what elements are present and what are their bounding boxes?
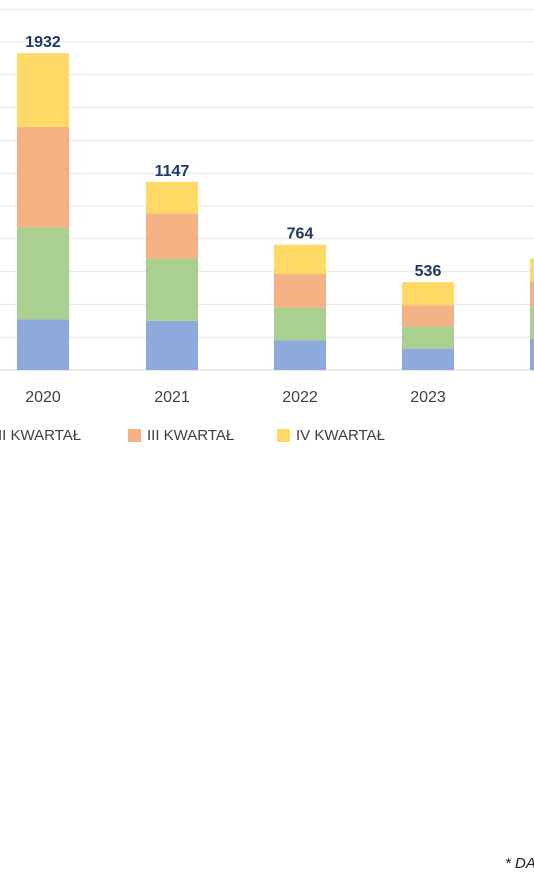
bar-segment-2022-q1 — [274, 340, 326, 370]
x-tick-label: 2023 — [410, 389, 446, 406]
legend-label-q3: III KWARTAŁ — [147, 427, 235, 444]
bar-segment-2022-q2 — [274, 307, 326, 341]
data-label-total: 1147 — [155, 163, 190, 180]
legend-swatch-q3 — [128, 429, 141, 442]
x-tick-label: 2022 — [282, 389, 318, 406]
bar-segment-2023-q3 — [402, 305, 454, 327]
footnote: * DA — [505, 855, 534, 872]
legend-swatch-q4 — [277, 429, 290, 442]
x-tick-labels: 2020 2021 2022 2023 — [25, 389, 446, 406]
bar-segment-2022-q4 — [274, 244, 326, 275]
bars — [17, 53, 534, 370]
data-labels: 1932 1147 764 536 — [25, 34, 441, 280]
bar-segment-2020-q2 — [17, 227, 69, 320]
stacked-bar-chart: 1932 1147 764 536 2020 2021 2022 2023 — [0, 8, 534, 406]
bar-segment-partial-q4 — [530, 258, 534, 282]
gridlines — [0, 8, 534, 371]
bar-segment-partial-q1 — [530, 338, 534, 370]
legend-item-q4: IV KWARTAŁ — [277, 427, 385, 444]
bar-segment-2021-q1 — [146, 320, 198, 370]
data-label-total: 1932 — [25, 34, 61, 51]
legend-label-q2: II KWARTAŁ — [0, 427, 82, 444]
bar-segment-2021-q4 — [146, 181, 198, 214]
bar-segment-2020-q1 — [17, 319, 69, 370]
legend-item-q3: III KWARTAŁ — [128, 427, 234, 444]
bar-segment-2021-q2 — [146, 258, 198, 321]
bar-segment-partial-q3 — [530, 281, 534, 308]
legend-item-q2: II KWARTAŁ — [0, 427, 81, 444]
bar-segment-2020-q4 — [17, 53, 69, 127]
bar-segment-2022-q3 — [274, 274, 326, 308]
bar-segment-2023-q1 — [402, 348, 454, 370]
legend-label-q4: IV KWARTAŁ — [296, 427, 385, 444]
data-label-total: 764 — [287, 226, 314, 243]
legend: II KWARTAŁ III KWARTAŁ IV KWARTAŁ * DA — [0, 427, 534, 872]
bar-segment-2023-q4 — [402, 282, 454, 306]
bar-segment-2020-q3 — [17, 126, 69, 228]
bar-segment-2021-q3 — [146, 213, 198, 259]
bar-segment-2023-q2 — [402, 326, 454, 349]
data-label-total: 536 — [415, 263, 442, 280]
bar-segment-partial-q2 — [530, 307, 534, 339]
x-tick-label: 2021 — [154, 389, 190, 406]
x-tick-label: 2020 — [25, 389, 61, 406]
